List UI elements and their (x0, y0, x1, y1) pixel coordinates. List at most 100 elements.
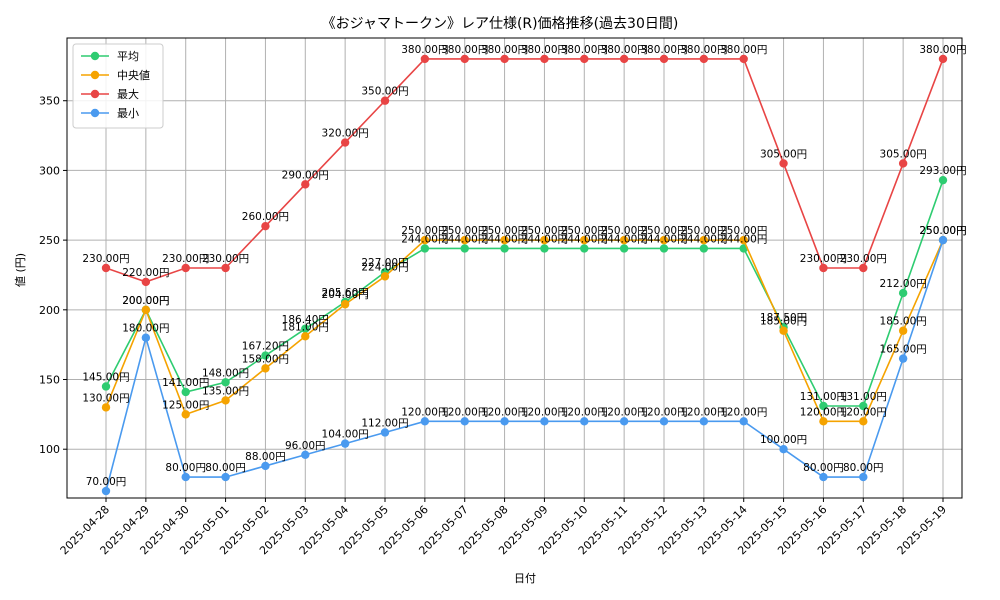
chart-title: 《おジャマトークン》レア仕様(R)価格推移(過去30日間) (322, 16, 679, 32)
data-label: 250.00円 (640, 225, 687, 237)
data-point (580, 417, 589, 426)
data-point (619, 235, 629, 245)
data-label: 104.00円 (322, 429, 369, 441)
data-label: 204.00円 (322, 289, 369, 301)
series-3 (101, 235, 948, 496)
data-label: 80.00円 (205, 462, 246, 474)
data-point (540, 244, 549, 253)
data-point (739, 54, 748, 64)
data-point (221, 263, 230, 273)
data-label: 200.00円 (122, 295, 169, 307)
data-label: 148.00円 (202, 367, 249, 379)
data-label: 120.00円 (800, 406, 847, 418)
data-label: 244.00円 (401, 233, 448, 245)
legend-label: 最大 (117, 87, 139, 101)
data-label: 220.00円 (122, 267, 169, 279)
data-point (739, 417, 748, 426)
data-label: 305.00円 (880, 148, 927, 160)
data-point (659, 417, 669, 426)
data-point (261, 221, 270, 231)
data-label: 80.00円 (843, 462, 884, 474)
y-tick-label: 300 (39, 164, 60, 177)
data-label: 88.00円 (245, 451, 286, 463)
data-point (301, 450, 310, 459)
data-point (699, 235, 709, 245)
data-point (619, 54, 629, 64)
data-point (898, 326, 908, 335)
data-label: 120.00円 (601, 406, 648, 418)
data-point (301, 180, 310, 189)
y-tick-label: 100 (39, 443, 60, 456)
data-point (659, 235, 669, 245)
data-label: 120.00円 (640, 406, 687, 418)
data-point (181, 387, 190, 397)
data-point (221, 396, 230, 405)
data-point (301, 332, 310, 341)
data-label: 185.00円 (880, 316, 927, 328)
data-label: 250.00円 (521, 225, 568, 237)
legend-label: 中央値 (117, 69, 150, 82)
data-label: 120.00円 (561, 406, 608, 418)
data-label: 200.00円 (122, 295, 169, 307)
data-label: 187.50円 (760, 312, 807, 324)
data-label: 120.00円 (481, 406, 528, 418)
data-label: 250.00円 (481, 225, 528, 237)
data-point (181, 410, 190, 419)
data-point (221, 378, 230, 387)
data-label: 244.00円 (640, 233, 687, 245)
data-point (340, 138, 350, 147)
data-point (540, 235, 549, 245)
data-label: 244.00円 (561, 233, 608, 245)
data-label: 112.00円 (361, 417, 408, 429)
legend-item: 最小 (81, 107, 139, 120)
data-point (500, 235, 509, 245)
series-line (105, 239, 944, 492)
data-point (141, 277, 151, 287)
legend-item: 平均 (81, 50, 139, 63)
data-label: 350.00円 (361, 86, 408, 98)
legend-marker (90, 108, 100, 118)
data-label: 80.00円 (803, 462, 844, 474)
data-label: 165.00円 (880, 344, 927, 356)
data-label: 244.00円 (441, 233, 488, 245)
data-point (261, 364, 270, 373)
data-label: 244.00円 (601, 233, 648, 245)
data-point (779, 445, 788, 454)
data-label: 244.00円 (720, 233, 767, 245)
data-label: 250.00円 (441, 225, 488, 237)
data-label: 380.00円 (919, 44, 966, 56)
series-layer (101, 54, 948, 496)
data-point (101, 403, 111, 412)
data-label: 305.00円 (760, 148, 807, 160)
x-axis-title: 日付 (514, 572, 536, 585)
data-point (938, 54, 948, 64)
data-label: 250.00円 (561, 225, 608, 237)
data-point (420, 244, 430, 253)
data-label: 230.00円 (82, 253, 129, 265)
data-point (261, 461, 270, 471)
data-label: 167.20円 (242, 341, 289, 353)
legend-item: 中央値 (81, 69, 150, 82)
data-label: 120.00円 (401, 406, 448, 418)
data-point (460, 235, 469, 245)
legend-marker (90, 51, 100, 61)
data-point (460, 417, 469, 426)
data-point (500, 244, 509, 253)
data-label: 120.00円 (441, 406, 488, 418)
data-label: 145.00円 (82, 371, 129, 383)
data-label: 290.00円 (282, 169, 329, 181)
data-point (540, 417, 549, 426)
x-axis: 2025-04-282025-04-292025-04-302025-05-01… (58, 498, 949, 557)
data-point (779, 159, 788, 168)
series-line (105, 58, 944, 283)
data-label: 96.00円 (285, 440, 326, 452)
data-label: 250.00円 (720, 225, 767, 237)
data-point (819, 263, 828, 273)
data-label: 158.00円 (242, 353, 289, 365)
data-label: 131.00円 (800, 391, 847, 403)
data-label: 380.00円 (401, 44, 448, 56)
data-label: 135.00円 (202, 385, 249, 397)
data-point (340, 300, 350, 309)
data-point (859, 401, 868, 411)
